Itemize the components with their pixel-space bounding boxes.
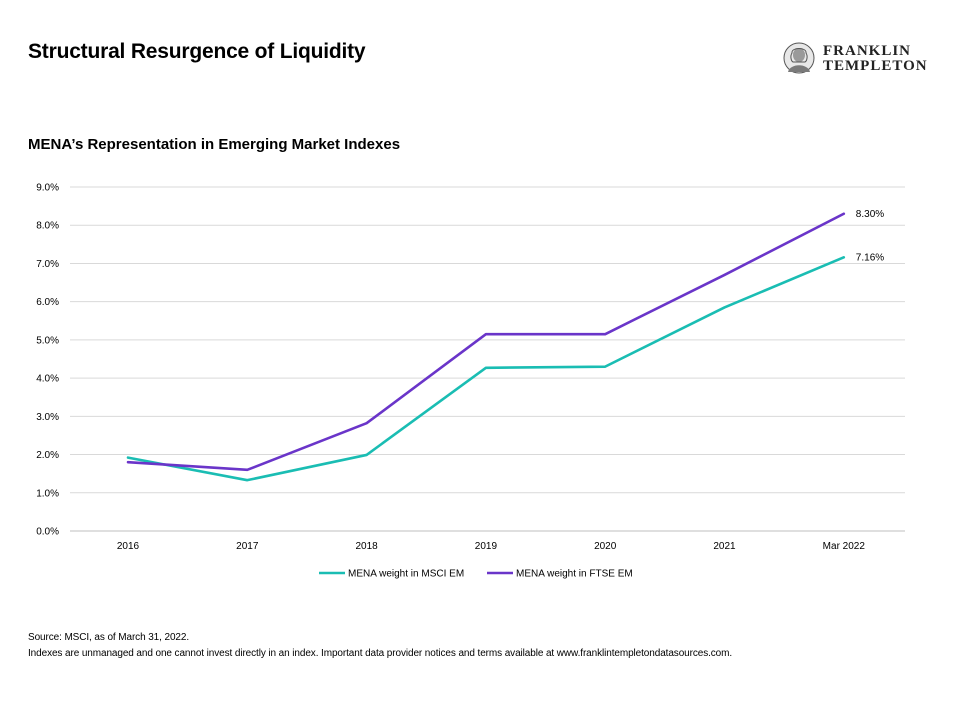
x-tick-label: 2017 [236, 541, 259, 552]
x-tick-label: 2016 [117, 541, 140, 552]
x-tick-label: Mar 2022 [823, 541, 866, 552]
y-tick-label: 7.0% [36, 259, 59, 270]
legend-label: MENA weight in FTSE EM [516, 569, 633, 580]
y-tick-label: 4.0% [36, 374, 59, 385]
y-tick-label: 9.0% [36, 183, 59, 194]
franklin-templeton-logo: FRANKLIN TEMPLETON [782, 42, 932, 76]
data-label: 7.16% [856, 252, 884, 263]
x-tick-label: 2019 [475, 541, 498, 552]
benjamin-franklin-portrait-icon [783, 42, 815, 74]
chart-subtitle: MENA’s Representation in Emerging Market… [28, 136, 401, 153]
y-tick-label: 5.0% [36, 335, 59, 346]
x-tick-label: 2018 [355, 541, 378, 552]
logo-text-templeton: TEMPLETON [823, 58, 928, 74]
y-tick-label: 1.0% [36, 488, 59, 499]
source-note: Source: MSCI, as of March 31, 2022. [28, 632, 190, 643]
series-line-ftse [126, 212, 846, 472]
y-tick-label: 6.0% [36, 297, 59, 308]
line-chart: 0.0% 1.0% 2.0% 3.0% 4.0% 5.0% 6.0% 7.0% 8.0% 9.0%… [36, 183, 905, 580]
x-tick-label: 2020 [594, 541, 617, 552]
y-tick-label: 2.0% [36, 450, 59, 461]
data-label: 8.30% [856, 209, 884, 220]
disclaimer-note: Indexes are unmanaged and one cannot inv… [28, 648, 733, 659]
y-tick-label: 8.0% [36, 221, 59, 232]
logo-text-franklin: FRANKLIN [823, 43, 912, 59]
legend-label: MENA weight in MSCI EM [348, 569, 464, 580]
page-title: Structural Resurgence of Liquidity [28, 40, 366, 63]
y-tick-label: 3.0% [36, 412, 59, 423]
y-tick-label: 0.0% [36, 527, 59, 538]
series-line-msci [126, 256, 846, 482]
x-tick-label: 2021 [713, 541, 736, 552]
